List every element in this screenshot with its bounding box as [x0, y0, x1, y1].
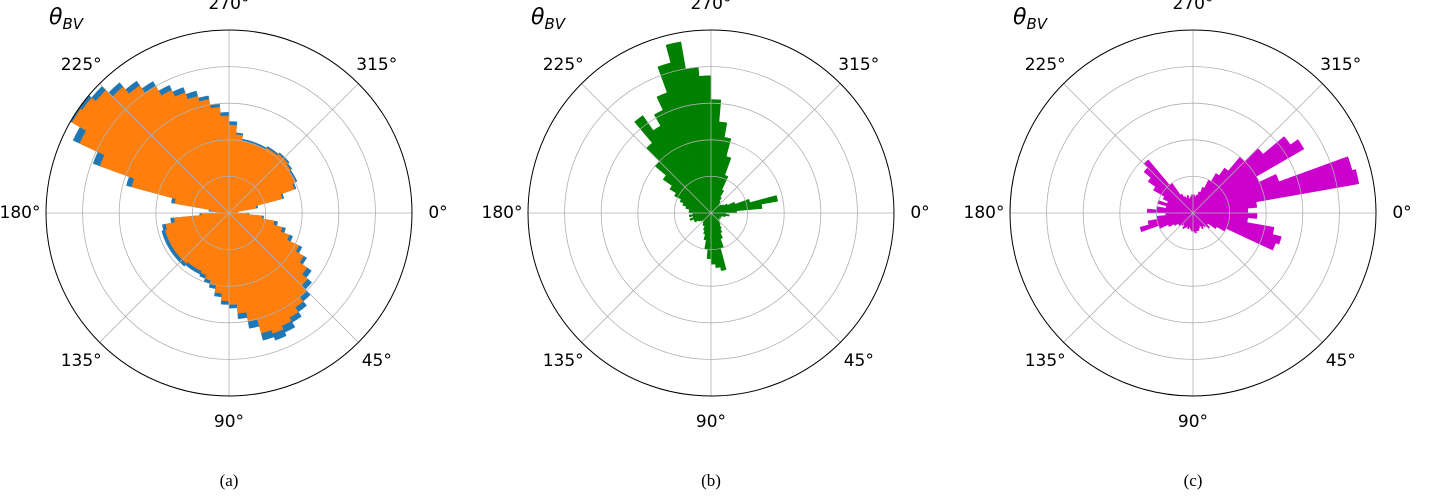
caption: (b)	[701, 471, 721, 490]
angle-label: 315°	[356, 55, 397, 75]
bar	[1192, 212, 1197, 234]
bar	[1192, 169, 1360, 214]
title-symbol: θ	[1013, 5, 1027, 30]
bar	[689, 212, 712, 221]
angle-label: 180°	[964, 203, 1005, 223]
angle-label: 90°	[1178, 412, 1208, 432]
angle-label: 225°	[1025, 55, 1066, 75]
bar	[165, 212, 230, 230]
bar	[228, 212, 284, 334]
polar-chart: 0° 45° 90° 135° 180° 225° 270° 315° θBV (c)	[964, 0, 1412, 490]
grid-spoke	[1192, 83, 1323, 214]
angle-label: 90°	[696, 412, 726, 432]
bar	[228, 193, 283, 214]
bar	[1183, 196, 1194, 214]
bar	[1180, 193, 1194, 214]
bar	[71, 108, 230, 214]
bar	[710, 203, 763, 214]
bar	[710, 195, 778, 214]
angle-label: 0°	[1392, 203, 1411, 223]
bar	[1192, 139, 1305, 214]
polar-chart: 0° 45° 90° 135° 180° 225° 270° 315° θBV (b)	[482, 0, 930, 490]
angle-label: 45°	[1326, 351, 1356, 371]
grid-spoke	[581, 83, 712, 214]
bar	[228, 183, 295, 214]
angle-label: 0°	[428, 203, 447, 223]
bar	[1147, 212, 1194, 226]
angle-label: 45°	[844, 351, 874, 371]
title-subscript: BV	[544, 15, 566, 33]
angle-label: 225°	[61, 55, 102, 75]
angle-label: 135°	[61, 351, 102, 371]
outer-circle	[1009, 29, 1377, 397]
title-subscript: BV	[1026, 15, 1048, 33]
bar	[634, 115, 712, 214]
bar	[174, 92, 230, 214]
bar	[710, 212, 721, 268]
angle-label: 225°	[543, 55, 584, 75]
grid-spoke	[710, 212, 841, 343]
angle-label: 135°	[543, 351, 584, 371]
grid-spoke	[99, 212, 230, 343]
angle-label: 45°	[362, 351, 392, 371]
angle-label: 0°	[910, 203, 929, 223]
angle-label: 180°	[0, 203, 40, 223]
caption: (a)	[220, 471, 239, 490]
outer-circle	[527, 29, 895, 397]
bar	[210, 106, 230, 214]
bar	[228, 205, 257, 214]
bar	[174, 212, 230, 223]
bar	[1192, 212, 1204, 230]
grid-spoke	[228, 83, 359, 214]
bar	[1186, 195, 1194, 214]
angle-label: 315°	[838, 55, 879, 75]
bar	[198, 99, 230, 214]
angle-label: 270°	[209, 0, 250, 14]
grid-spoke	[228, 212, 359, 343]
bar	[165, 212, 230, 236]
title-subscript: BV	[62, 15, 84, 33]
chart-title: θBV	[49, 5, 85, 33]
bar	[160, 89, 230, 214]
angle-label: 135°	[1025, 351, 1066, 371]
bar	[81, 97, 230, 214]
bar	[665, 41, 712, 214]
bar	[228, 164, 291, 214]
chart-title: θBV	[531, 5, 567, 33]
grid-spoke	[1192, 212, 1323, 343]
bar	[128, 85, 230, 214]
angle-label: 270°	[691, 0, 732, 14]
grid-spoke	[581, 212, 712, 343]
grid-spoke	[1063, 212, 1194, 343]
angle-label: 270°	[1173, 0, 1214, 14]
grid-spoke	[710, 83, 841, 214]
bar	[228, 212, 247, 314]
outer-circle	[45, 29, 413, 397]
caption: (c)	[1184, 471, 1203, 490]
bar	[1192, 201, 1258, 214]
chart-title: θBV	[1013, 5, 1049, 33]
grid-spoke	[1063, 83, 1194, 214]
bar	[710, 212, 727, 271]
title-symbol: θ	[531, 5, 545, 30]
bar	[228, 212, 272, 334]
bar	[688, 212, 712, 218]
angle-label: 90°	[214, 412, 244, 432]
bar	[1192, 212, 1276, 251]
angle-label: 180°	[482, 203, 523, 223]
polar-chart: 0° 45° 90° 135° 180° 225° 270° 315° θBV (a)	[0, 0, 448, 490]
grid-spoke	[99, 83, 230, 214]
angle-label: 315°	[1320, 55, 1361, 75]
bar	[1139, 212, 1194, 233]
title-symbol: θ	[49, 5, 63, 30]
bar	[187, 96, 230, 214]
